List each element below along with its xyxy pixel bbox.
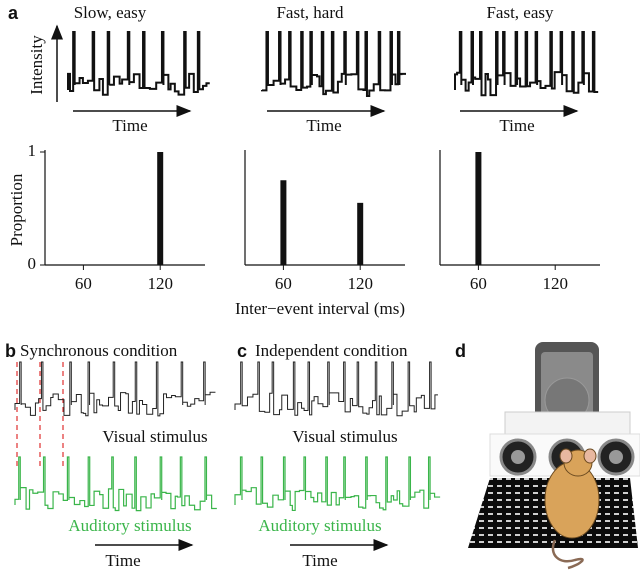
bar: [357, 202, 364, 265]
x-tick-label: 60: [275, 274, 292, 293]
sync-lines: [16, 362, 64, 470]
x-label: Time: [105, 551, 140, 570]
x-label: Time: [306, 116, 341, 135]
stimulus-trace: [454, 31, 599, 97]
x-label: Time: [302, 551, 337, 570]
y-tick-label: 1: [28, 141, 37, 160]
y-label: Intensity: [27, 35, 46, 95]
x-tick-label: 60: [75, 274, 92, 293]
chart-title: Slow, easy: [74, 3, 147, 22]
panel-title: Synchronous condition: [20, 341, 178, 360]
x-tick-label: 60: [470, 274, 487, 293]
x-label: Inter−event interval (ms): [235, 299, 405, 318]
stimulus-trace: [14, 456, 217, 512]
chart-title: Fast, easy: [486, 3, 554, 22]
setup-illustration: [468, 342, 640, 570]
stimulus-trace: [234, 361, 438, 417]
bar: [157, 152, 164, 265]
panel-label: c: [237, 341, 247, 361]
x-tick-label: 120: [147, 274, 173, 293]
y-tick-label: 0: [28, 254, 37, 273]
stimulus-trace: [234, 456, 441, 512]
panel-label: a: [8, 3, 19, 23]
panel-label: d: [455, 341, 466, 361]
chart-title: Fast, hard: [276, 3, 344, 22]
trace-label: Visual stimulus: [292, 427, 397, 446]
x-label: Time: [112, 116, 147, 135]
panel-title: Independent condition: [255, 341, 408, 360]
panel-label: b: [5, 341, 16, 361]
x-tick-label: 120: [542, 274, 568, 293]
x-label: Time: [499, 116, 534, 135]
trace-label: Auditory stimulus: [258, 516, 381, 535]
stimulus-trace: [14, 361, 216, 417]
x-tick-label: 120: [347, 274, 373, 293]
bar: [280, 180, 287, 265]
stimulus-trace: [67, 31, 210, 96]
stimulus-trace: [261, 31, 407, 97]
trace-label: Auditory stimulus: [68, 516, 191, 535]
y-label: Proportion: [7, 173, 26, 246]
bar: [475, 152, 482, 265]
trace-label: Visual stimulus: [102, 427, 207, 446]
